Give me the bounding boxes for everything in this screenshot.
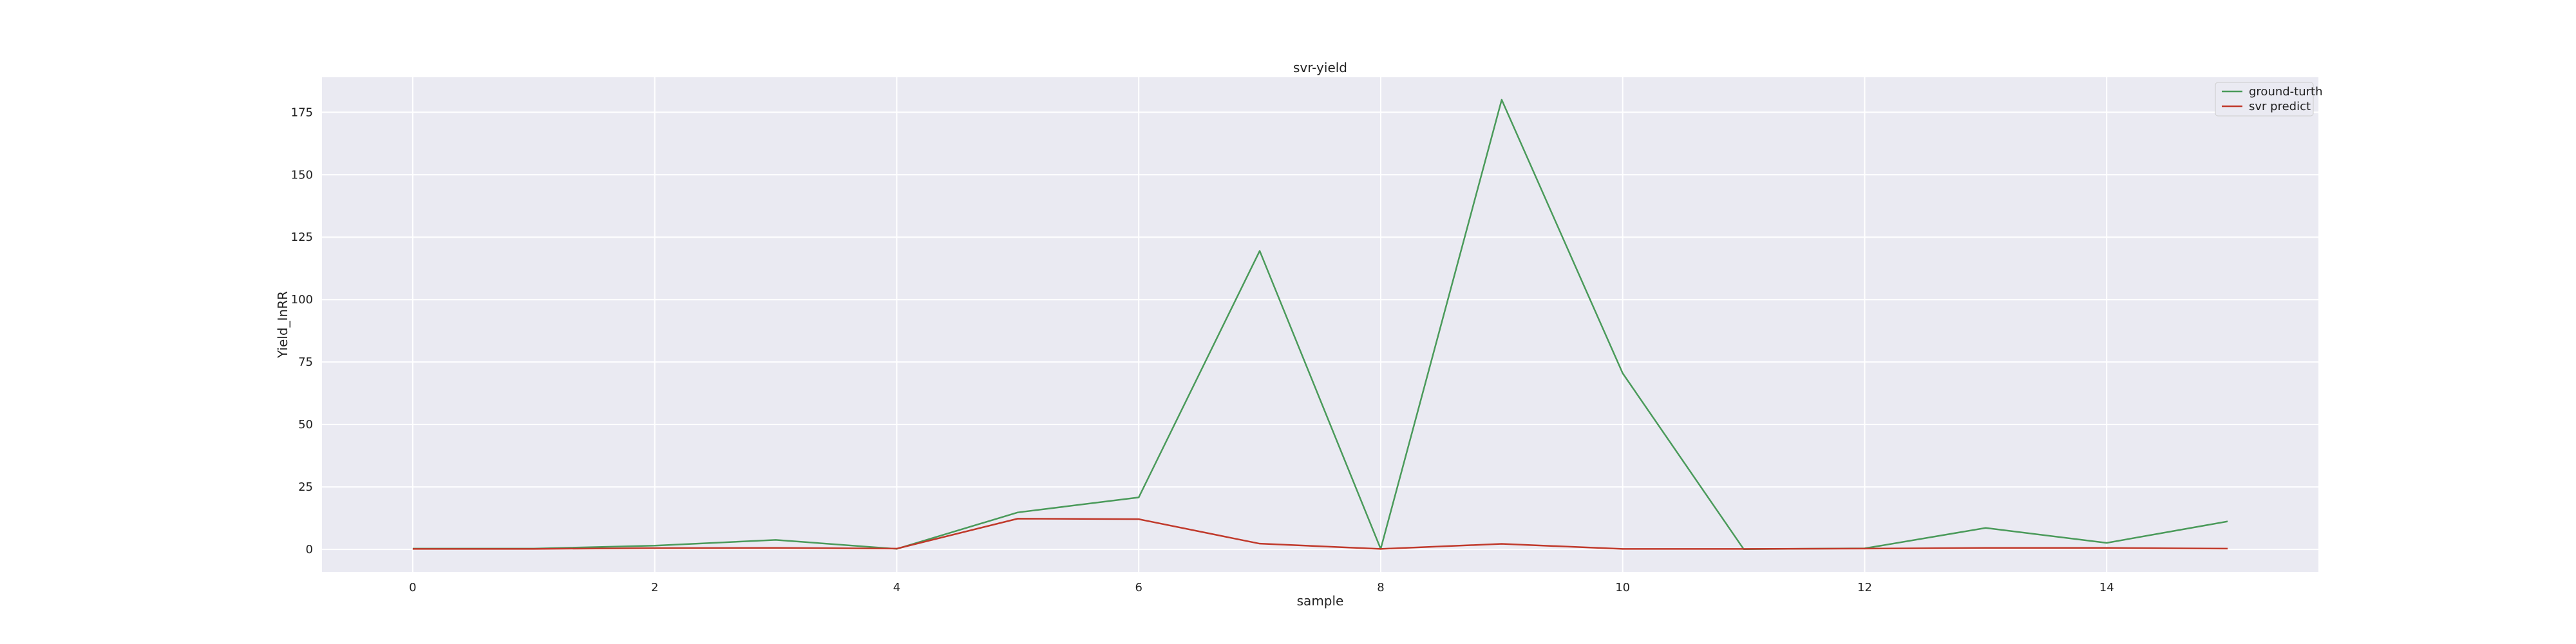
plot-background [322,77,2318,572]
y-tick-label: 175 [291,106,313,119]
series-line-svr-predict [412,518,2228,550]
x-tick-label: 14 [2099,581,2114,594]
y-tick-label: 0 [306,543,313,556]
y-tick-label: 150 [291,168,313,182]
legend-label-ground-turth: ground-turth [2249,85,2323,99]
x-tick-label: 2 [651,581,658,594]
y-axis-label: Yield_InRR [275,291,290,359]
legend: ground-turth svr predict [2215,82,2323,117]
x-axis-label: sample [1297,593,1344,609]
x-tick-label: 6 [1135,581,1142,594]
y-tick-label: 25 [298,480,313,494]
y-tick-label: 75 [298,355,313,369]
x-tick-label: 8 [1377,581,1384,594]
legend-label-svr-predict: svr predict [2249,100,2311,113]
x-tick-label: 10 [1615,581,1630,594]
x-tick-label: 12 [1857,581,1872,594]
series-line-ground-turth [412,99,2228,550]
x-tick-label: 4 [893,581,900,594]
grid-lines [322,77,2318,572]
y-tick-label: 50 [298,418,313,431]
x-tick-labels: 0 2 4 6 8 10 12 14 [409,581,2114,594]
y-tick-label: 125 [291,231,313,244]
series-layer [412,99,2228,550]
y-tick-labels: 0 25 50 75 100 125 150 175 [291,106,313,556]
chart-title: svr-yield [1293,60,1347,75]
x-tick-label: 0 [409,581,416,594]
y-tick-label: 100 [291,293,313,307]
